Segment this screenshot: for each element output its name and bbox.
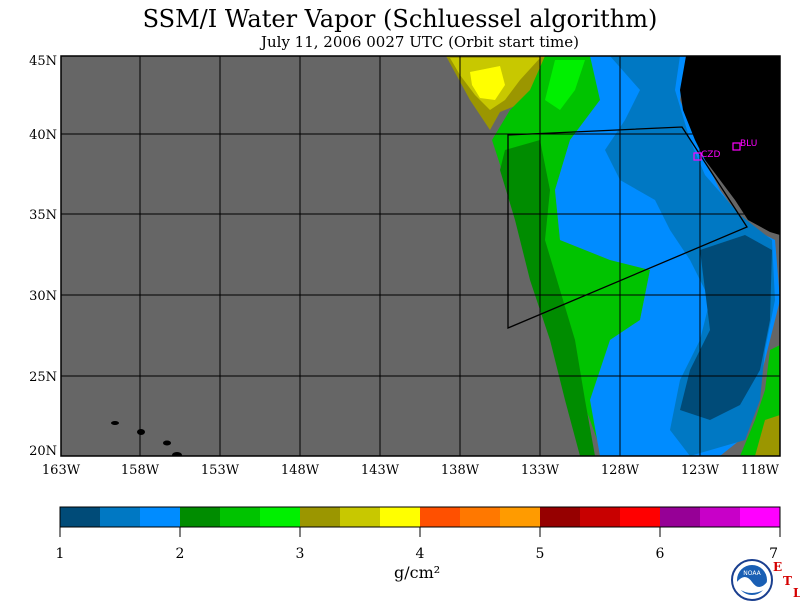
lon-label: 143W bbox=[361, 463, 400, 478]
colorbar-swatch bbox=[140, 507, 181, 527]
lat-label: 35N bbox=[29, 208, 57, 223]
lon-label: 138W bbox=[441, 463, 480, 478]
station-czd-marker bbox=[693, 152, 702, 161]
colorbar-swatch bbox=[420, 507, 461, 527]
colorbar-label: 4 bbox=[416, 546, 425, 562]
lat-label: 25N bbox=[29, 370, 57, 385]
colorbar-swatch bbox=[260, 507, 301, 527]
lat-label: 20N bbox=[29, 444, 57, 459]
lon-label: 148W bbox=[281, 463, 320, 478]
colorbar-swatch bbox=[540, 507, 581, 527]
lon-label: 163W bbox=[42, 463, 81, 478]
map-subtitle: July 11, 2006 0027 UTC (Orbit start time… bbox=[260, 33, 580, 51]
colorbar-label: 3 bbox=[296, 546, 305, 562]
colorbar-swatch bbox=[300, 507, 341, 527]
lon-label: 158W bbox=[121, 463, 160, 478]
vapor-band-2 bbox=[500, 140, 595, 456]
lat-label: 45N bbox=[29, 54, 57, 69]
lon-label: 153W bbox=[201, 463, 240, 478]
lon-label: 123W bbox=[681, 463, 720, 478]
colorbar-label: 6 bbox=[656, 546, 665, 562]
etl-l: L bbox=[793, 586, 800, 600]
colorbar-swatch bbox=[460, 507, 501, 527]
etl-e: E bbox=[773, 560, 783, 574]
region-outline bbox=[507, 126, 748, 329]
noaa-logo: NOAA bbox=[731, 559, 773, 601]
graticule bbox=[61, 56, 780, 456]
vapor-band-3 bbox=[545, 60, 585, 110]
colorbar-swatch bbox=[220, 507, 261, 527]
colorbar-swatch bbox=[100, 507, 141, 527]
station-blu-label: BLU bbox=[740, 139, 757, 149]
colorbar-swatch bbox=[380, 507, 421, 527]
colorbar-label: 7 bbox=[769, 546, 778, 562]
map-title: SSM/I Water Vapor (Schluessel algorithm) bbox=[142, 5, 658, 33]
vapor-band-se-olive bbox=[755, 415, 780, 456]
lon-label: 128W bbox=[601, 463, 640, 478]
hawaii-islands bbox=[111, 421, 182, 456]
station-czd-label: CZD bbox=[701, 150, 720, 160]
latitude-axis: 45N 40N 35N 30N 25N 20N bbox=[29, 54, 57, 459]
station-blu-marker bbox=[732, 142, 741, 151]
colorbar-label: 2 bbox=[176, 546, 185, 562]
colorbar-swatch bbox=[740, 507, 781, 527]
logo-text: NOAA bbox=[743, 570, 761, 577]
colorbar-swatch bbox=[180, 507, 221, 527]
colorbar bbox=[60, 507, 781, 527]
vapor-band-4-5 bbox=[470, 66, 505, 100]
colorbar-swatch bbox=[580, 507, 621, 527]
colorbar-swatch bbox=[660, 507, 701, 527]
longitude-axis: 163W 158W 153W 148W 143W 138W 133W 128W … bbox=[42, 463, 780, 478]
colorbar-label: 5 bbox=[536, 546, 545, 562]
colorbar-swatch bbox=[700, 507, 741, 527]
vapor-band-1-2 bbox=[680, 235, 772, 420]
land-area bbox=[680, 56, 780, 235]
map-frame bbox=[60, 55, 781, 457]
lat-label: 30N bbox=[29, 289, 57, 304]
colorbar-swatch bbox=[620, 507, 661, 527]
colorbar-swatch bbox=[60, 507, 101, 527]
lon-label: 118W bbox=[741, 463, 780, 478]
etl-t: T bbox=[783, 574, 792, 588]
colorbar-labels: 1 2 3 4 5 6 7 bbox=[56, 527, 781, 562]
colorbar-swatch bbox=[500, 507, 541, 527]
lat-label: 40N bbox=[29, 128, 57, 143]
colorbar-label: 1 bbox=[56, 546, 65, 562]
lon-label: 133W bbox=[521, 463, 560, 478]
colorbar-units: g/cm² bbox=[394, 563, 441, 582]
colorbar-swatch bbox=[340, 507, 381, 527]
